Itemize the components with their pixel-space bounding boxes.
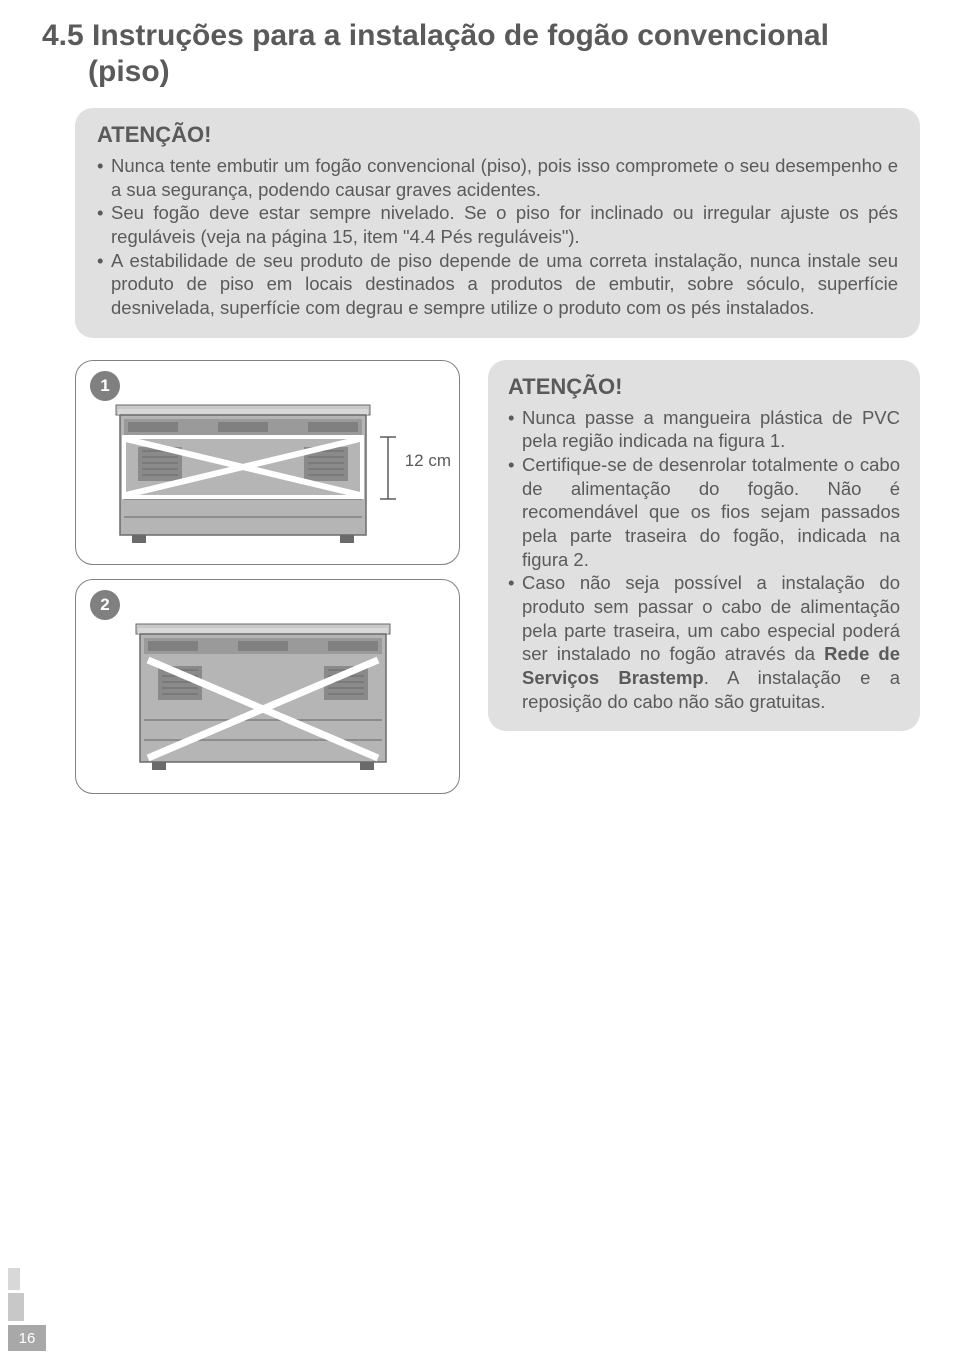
attention-item: Seu fogão deve estar sempre nivelado. Se… bbox=[97, 201, 898, 248]
figure-badge-1: 1 bbox=[90, 371, 120, 401]
attention-title-2: ATENÇÃO! bbox=[508, 374, 900, 400]
attention-item: Nunca passe a mangueira plástica de PVC … bbox=[508, 406, 900, 453]
side-tab-decor bbox=[8, 1268, 20, 1290]
dimension-label: 12 cm bbox=[405, 451, 451, 471]
figures-column: 1 bbox=[75, 360, 460, 794]
attention-box-2: ATENÇÃO! Nunca passe a mangueira plástic… bbox=[488, 360, 920, 732]
side-tab-decor bbox=[8, 1293, 24, 1321]
title-line-1: 4.5 Instruções para a instalação de fogã… bbox=[42, 19, 829, 52]
figure-badge-2: 2 bbox=[90, 590, 120, 620]
attention-item: A estabilidade de seu produto de piso de… bbox=[97, 249, 898, 320]
attention-list-1: Nunca tente embutir um fogão convenciona… bbox=[97, 154, 898, 320]
stove-back-diagram-1 bbox=[98, 391, 438, 546]
attention-list-2: Nunca passe a mangueira plástica de PVC … bbox=[508, 406, 900, 714]
figure-1: 1 bbox=[75, 360, 460, 565]
attention-column: ATENÇÃO! Nunca passe a mangueira plástic… bbox=[488, 360, 920, 794]
page-title: 4.5 Instruções para a instalação de fogã… bbox=[0, 0, 960, 90]
attention-item: Nunca tente embutir um fogão convenciona… bbox=[97, 154, 898, 201]
stove-back-diagram-2 bbox=[118, 610, 418, 775]
attention-box-1: ATENÇÃO! Nunca tente embutir um fogão co… bbox=[75, 108, 920, 338]
attention-item: Certifique-se de desenrolar totalmente o… bbox=[508, 453, 900, 571]
page-number: 16 bbox=[8, 1325, 46, 1351]
figure-2: 2 bbox=[75, 579, 460, 794]
title-line-2: (piso) bbox=[42, 55, 170, 88]
attention-title-1: ATENÇÃO! bbox=[97, 122, 898, 148]
attention-item: Caso não seja possível a instalação do p… bbox=[508, 571, 900, 713]
